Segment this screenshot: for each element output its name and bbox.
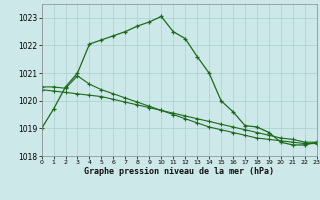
X-axis label: Graphe pression niveau de la mer (hPa): Graphe pression niveau de la mer (hPa) (84, 167, 274, 176)
